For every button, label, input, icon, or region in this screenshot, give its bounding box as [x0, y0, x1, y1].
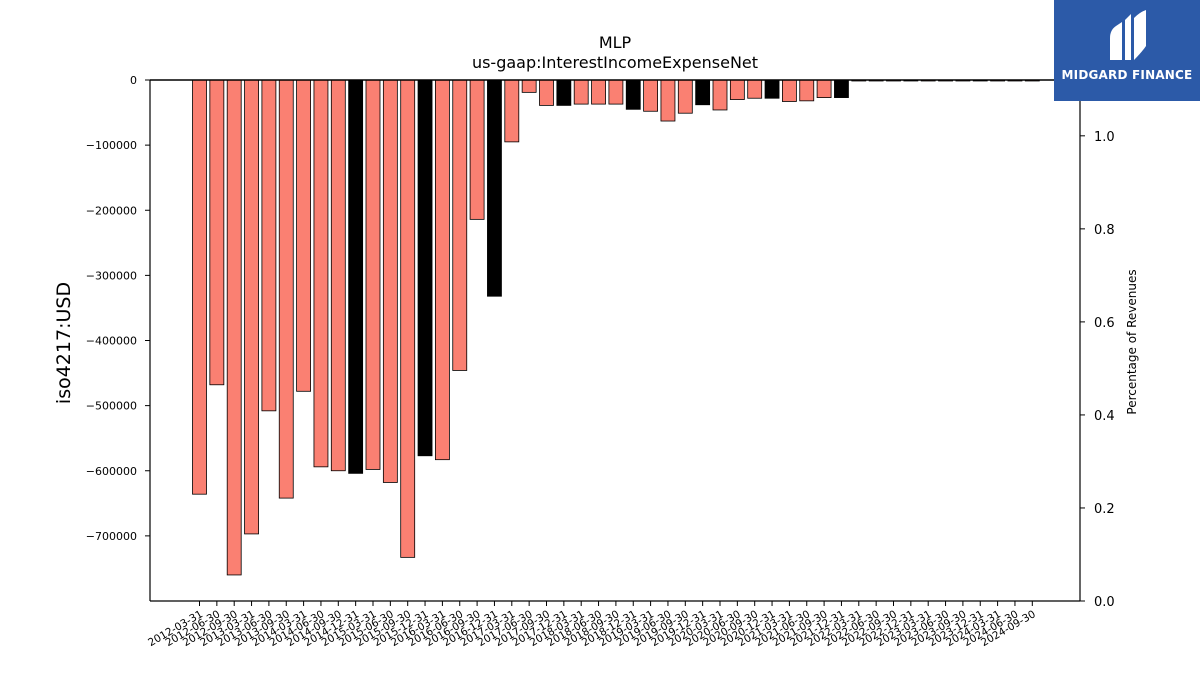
bar-2014-09-30	[330, 79, 346, 472]
bar-2016-03-31	[434, 79, 450, 461]
y-axis-right: 0.0 0.2 0.4 0.6 0.8 1.0	[1079, 80, 1115, 610]
bar-2014-12-31	[348, 79, 364, 474]
bar-2018-03-31	[573, 79, 589, 105]
bar-2012-03-31	[192, 79, 207, 495]
bar-2020-09-30	[747, 79, 763, 99]
bar-2015-12-31	[417, 79, 433, 457]
bar-2021-12-31	[834, 79, 849, 98]
y-tick-label: −500000	[86, 400, 137, 413]
bar-2017-03-31	[504, 79, 520, 143]
bar-2019-03-31	[643, 79, 658, 112]
chart-title: MLP	[599, 33, 632, 52]
bars-group	[192, 79, 1040, 576]
y-right-tick-label: 0.4	[1094, 409, 1115, 424]
y-tick-label: −300000	[86, 269, 137, 282]
bar-2015-03-31	[365, 79, 381, 470]
y-right-tick-label: 0.2	[1094, 502, 1115, 517]
bar-2018-06-30	[591, 79, 606, 105]
y-tick-label: −700000	[86, 530, 137, 543]
y-tick-label: −600000	[86, 465, 137, 478]
chart-subtitle: us-gaap:InterestIncomeExpenseNet	[472, 53, 758, 72]
bar-2020-12-31	[764, 79, 780, 99]
bar-2016-12-31	[487, 79, 502, 297]
bar-2016-09-30	[469, 79, 485, 220]
bar-2018-12-31	[625, 79, 641, 110]
bar-2017-09-30	[539, 79, 554, 106]
y-right-tick-label: 0.0	[1094, 595, 1115, 610]
bar-2012-06-30	[209, 79, 225, 386]
bar-2019-12-31	[695, 79, 711, 106]
bar-2017-12-31	[556, 79, 572, 106]
bar-2021-06-30	[799, 79, 815, 102]
y-right-tick-label: 0.8	[1094, 223, 1115, 238]
x-axis: 2012-03-312012-06-302012-09-302013-03-31…	[146, 600, 1080, 649]
y-axis-label: iso4217:USD	[53, 282, 75, 404]
bar-2017-06-30	[521, 79, 537, 93]
bar-2018-09-30	[608, 79, 624, 105]
bar-2021-03-31	[782, 79, 797, 102]
bar-2014-06-30	[313, 79, 329, 468]
y-right-tick-label: 0.6	[1094, 316, 1115, 331]
bar-2020-06-30	[729, 79, 745, 100]
y-tick-label: −400000	[86, 335, 137, 348]
midgard-logo-icon	[1110, 10, 1146, 60]
bar-2015-06-30	[382, 79, 398, 483]
bar-2012-09-30	[226, 79, 242, 576]
y-right-tick-label: 1.0	[1094, 130, 1115, 145]
bar-2019-09-30	[677, 79, 693, 114]
bar-2013-06-30	[261, 79, 277, 412]
y-tick-label: 0	[130, 74, 137, 87]
bar-2013-09-30	[278, 79, 294, 499]
y-axis-left: 0 −100000 −200000 −300000 −400000 −500000 −600…	[86, 74, 1080, 601]
y-axis-right-label: Percentage of Revenues	[1125, 269, 1139, 414]
bar-2020-03-31	[712, 79, 728, 111]
y-tick-label: −200000	[86, 204, 137, 217]
bar-2016-06-30	[452, 79, 468, 371]
bar-2019-06-30	[660, 79, 676, 122]
bar-2015-09-30	[400, 79, 416, 558]
brand-logo: MIDGARD FINANCE	[1054, 0, 1200, 101]
y-tick-label: −100000	[86, 139, 137, 152]
brand-name: MIDGARD FINANCE	[1061, 68, 1193, 82]
bar-2014-03-31	[296, 79, 312, 392]
bar-2013-03-31	[244, 79, 259, 535]
bar-2021-09-30	[816, 79, 832, 98]
